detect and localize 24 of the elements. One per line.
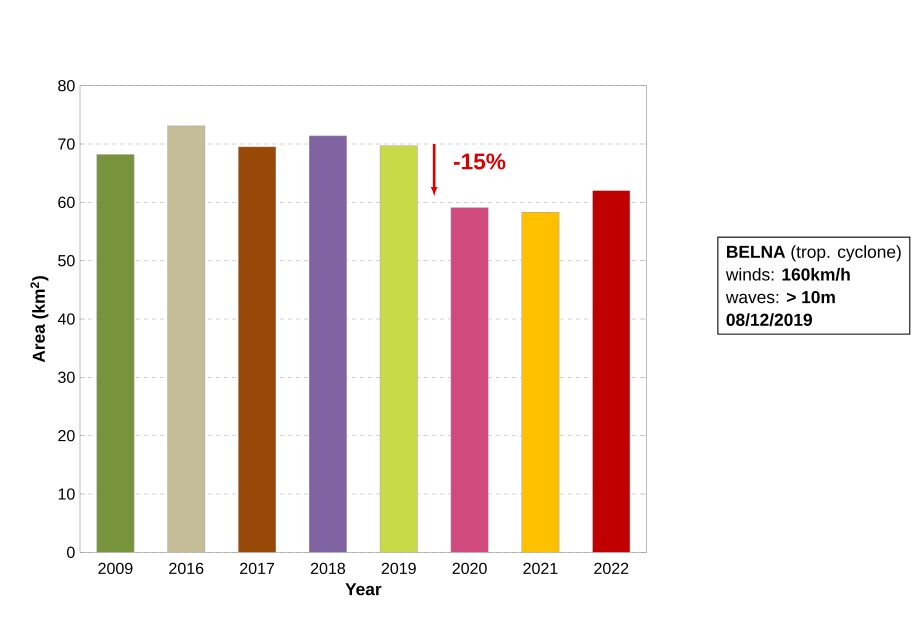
text: 08/12/2019 [726,313,812,326]
y-tick-label: 60 [58,196,75,208]
text: winds: 160km/h [726,268,850,281]
text: waves: > 10m [726,291,835,304]
annotation: -15% [454,154,506,170]
x-tick-label: 2017 [240,562,274,574]
x-axis-title: Year [345,583,382,596]
y-tick-label: 50 [58,255,75,266]
x-tick-label: 2019 [382,562,416,574]
y-tick-label: 30 [58,372,75,383]
y-tick-label: 20 [58,430,75,442]
x-tick-label: 2020 [452,562,487,574]
y-tick-label: 40 [58,313,75,325]
text: BELNA (trop. cyclone) [727,245,901,262]
x-tick-label: 2016 [169,562,204,574]
y-tick-label: 70 [58,138,75,150]
x-tick-label: 2021 [523,562,558,574]
x-tick-label: 2022 [594,562,628,574]
y-axis-title: Area (km$^{2}$) [30,276,48,362]
y-tick-label: 0 [67,546,75,558]
y-tick-label: 80 [58,80,75,92]
x-tick-label: 2009 [98,562,132,574]
x-tick-label: 2018 [310,562,346,574]
y-tick-label: 10 [58,488,75,500]
